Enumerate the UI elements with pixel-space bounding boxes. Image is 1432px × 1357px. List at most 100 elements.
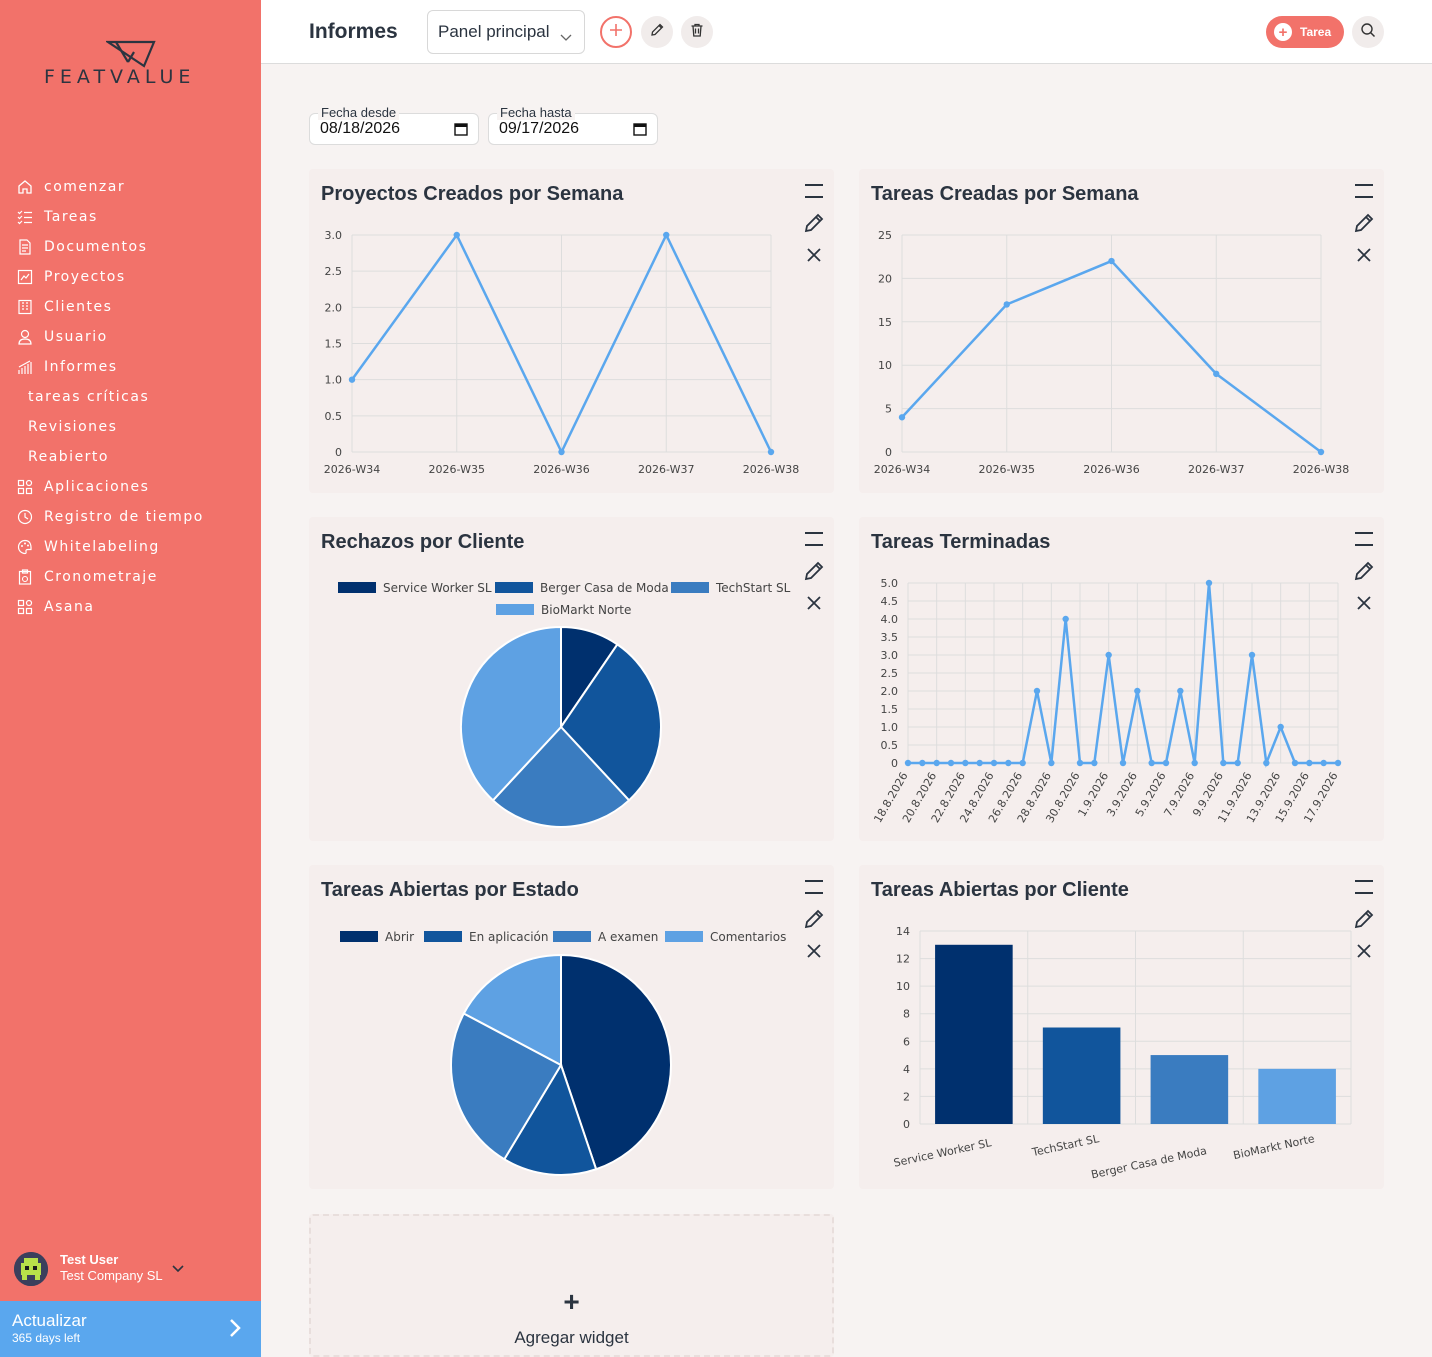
- menu-icon[interactable]: [802, 875, 826, 899]
- sidebar-item-comenzar[interactable]: comenzar: [16, 172, 256, 202]
- pencil-icon[interactable]: [802, 211, 826, 235]
- search-button[interactable]: [1352, 16, 1384, 48]
- x-tick-label: 2026-W37: [638, 463, 694, 476]
- menu-icon[interactable]: [802, 179, 826, 203]
- sidebar-item-label: Revisiones: [28, 419, 118, 435]
- legend-label: A examen: [598, 930, 658, 944]
- y-tick-label: 10: [896, 980, 910, 993]
- calendar-icon[interactable]: [454, 122, 468, 141]
- bar: [1042, 1027, 1121, 1124]
- featvalue-logo[interactable]: FEATVALUE: [44, 40, 219, 100]
- sidebar-item-label: Whitelabeling: [44, 539, 160, 555]
- logo-mark-icon: [106, 40, 156, 68]
- x-tick-label: 2026-W35: [429, 463, 485, 476]
- sidebar-item-whitelabeling[interactable]: Whitelabeling: [16, 532, 256, 562]
- apps-icon: [16, 478, 34, 496]
- bar-chart: 14 12 10 8 6 4 2 0 Service Worker SL TechStart SL…: [892, 925, 1352, 1181]
- edit-dashboard-button[interactable]: [641, 16, 673, 48]
- menu-icon[interactable]: [1352, 527, 1376, 551]
- add-widget-button[interactable]: + Agregar widget: [309, 1214, 834, 1357]
- sidebar: FEATVALUE comenzar Tareas Documentos Pro…: [0, 0, 261, 1357]
- widget-tools: [1352, 179, 1376, 275]
- data-point: [767, 448, 775, 456]
- menu-icon[interactable]: [1352, 875, 1376, 899]
- sidebar-item-usuario[interactable]: Usuario: [16, 322, 256, 352]
- date-from-value: 08/18/2026: [320, 120, 401, 137]
- sidebar-item-clientes[interactable]: Clientes: [16, 292, 256, 322]
- apps-icon: [16, 598, 34, 616]
- sidebar-item-label: Informes: [44, 359, 118, 375]
- delete-dashboard-button[interactable]: [681, 16, 713, 48]
- y-tick-label: 4.0: [881, 613, 899, 626]
- sidebar-subitem-tareas-criticas[interactable]: tareas críticas: [16, 382, 256, 412]
- pie-chart: Abrir En aplicación A examen Comentarios: [340, 930, 786, 1176]
- x-tick-label: 2026-W38: [1293, 463, 1349, 476]
- widget-title: Tareas Terminadas: [871, 531, 1051, 553]
- new-task-button[interactable]: + Tarea: [1266, 16, 1344, 48]
- menu-icon[interactable]: [802, 527, 826, 551]
- add-dashboard-button[interactable]: [600, 16, 632, 48]
- legend-swatch: [424, 931, 462, 942]
- y-tick-label: 0: [891, 757, 898, 770]
- pencil-icon[interactable]: [1352, 559, 1376, 583]
- widget-tools: [802, 875, 826, 971]
- x-tick-label: 2026-W37: [1188, 463, 1244, 476]
- close-icon[interactable]: [1352, 939, 1376, 963]
- close-icon[interactable]: [802, 591, 826, 615]
- y-tick-label: 2: [903, 1090, 910, 1103]
- data-point: [962, 759, 969, 767]
- data-point: [1119, 759, 1127, 767]
- sidebar-subitem-revisiones[interactable]: Revisiones: [16, 412, 256, 442]
- sidebar-item-documentos[interactable]: Documentos: [16, 232, 256, 262]
- sidebar-item-cronometraje[interactable]: Cronometraje: [16, 562, 256, 592]
- data-point: [1220, 759, 1227, 767]
- sidebar-subitem-reabierto[interactable]: Reabierto: [16, 442, 256, 472]
- data-point: [1263, 759, 1270, 767]
- close-icon[interactable]: [802, 939, 826, 963]
- timer-icon: [16, 508, 34, 526]
- data-point: [348, 376, 356, 383]
- y-tick-label: 6: [903, 1035, 910, 1048]
- y-tick-label: 15: [878, 316, 892, 329]
- data-point: [1177, 687, 1184, 695]
- sidebar-item-label: Usuario: [44, 329, 108, 345]
- pencil-icon[interactable]: [802, 559, 826, 583]
- avatar: [14, 1252, 48, 1286]
- menu-icon[interactable]: [1352, 179, 1376, 203]
- close-icon[interactable]: [1352, 591, 1376, 615]
- building-icon: [16, 298, 34, 316]
- upgrade-banner[interactable]: Actualizar 365 days left: [0, 1301, 261, 1357]
- date-to-field[interactable]: Fecha hasta 09/17/2026: [488, 105, 658, 145]
- data-point: [1091, 759, 1098, 767]
- sidebar-item-proyectos[interactable]: Proyectos: [16, 262, 256, 292]
- pencil-icon[interactable]: [1352, 907, 1376, 931]
- y-tick-label: 4.5: [881, 595, 899, 608]
- user-menu[interactable]: Test User Test Company SL: [14, 1250, 254, 1290]
- widget-tools: [1352, 875, 1376, 971]
- pencil-icon[interactable]: [1352, 211, 1376, 235]
- sidebar-item-tareas[interactable]: Tareas: [16, 202, 256, 232]
- calendar-icon[interactable]: [633, 122, 647, 141]
- legend-swatch: [553, 931, 591, 942]
- data-point: [558, 448, 565, 456]
- sidebar-item-informes[interactable]: Informes: [16, 352, 256, 382]
- data-point: [1162, 759, 1170, 767]
- widget-tareas-abiertas-cliente: 14 12 10 8 6 4 2 0 Service Worker SL TechStart SL…: [859, 865, 1384, 1189]
- chevron-right-icon: [228, 1317, 242, 1344]
- pencil-icon[interactable]: [802, 907, 826, 931]
- sidebar-item-asana[interactable]: Asana: [16, 592, 256, 622]
- y-tick-label: 20: [878, 272, 892, 285]
- chevron-down-icon[interactable]: [172, 1260, 184, 1278]
- trash-icon: [689, 22, 705, 43]
- date-from-field[interactable]: Fecha desde 08/18/2026: [309, 105, 479, 145]
- pie-slice: [460, 625, 562, 802]
- dashboard-select[interactable]: Panel principal: [427, 10, 585, 54]
- sidebar-item-registro-de-tiempo[interactable]: Registro de tiempo: [16, 502, 256, 532]
- data-point: [1334, 759, 1342, 767]
- close-icon[interactable]: [802, 243, 826, 267]
- logo-text: FEATVALUE: [44, 66, 196, 88]
- pie-slice: [450, 1012, 563, 1161]
- close-icon[interactable]: [1352, 243, 1376, 267]
- sidebar-item-aplicaciones[interactable]: Aplicaciones: [16, 472, 256, 502]
- pie-slice: [491, 725, 631, 828]
